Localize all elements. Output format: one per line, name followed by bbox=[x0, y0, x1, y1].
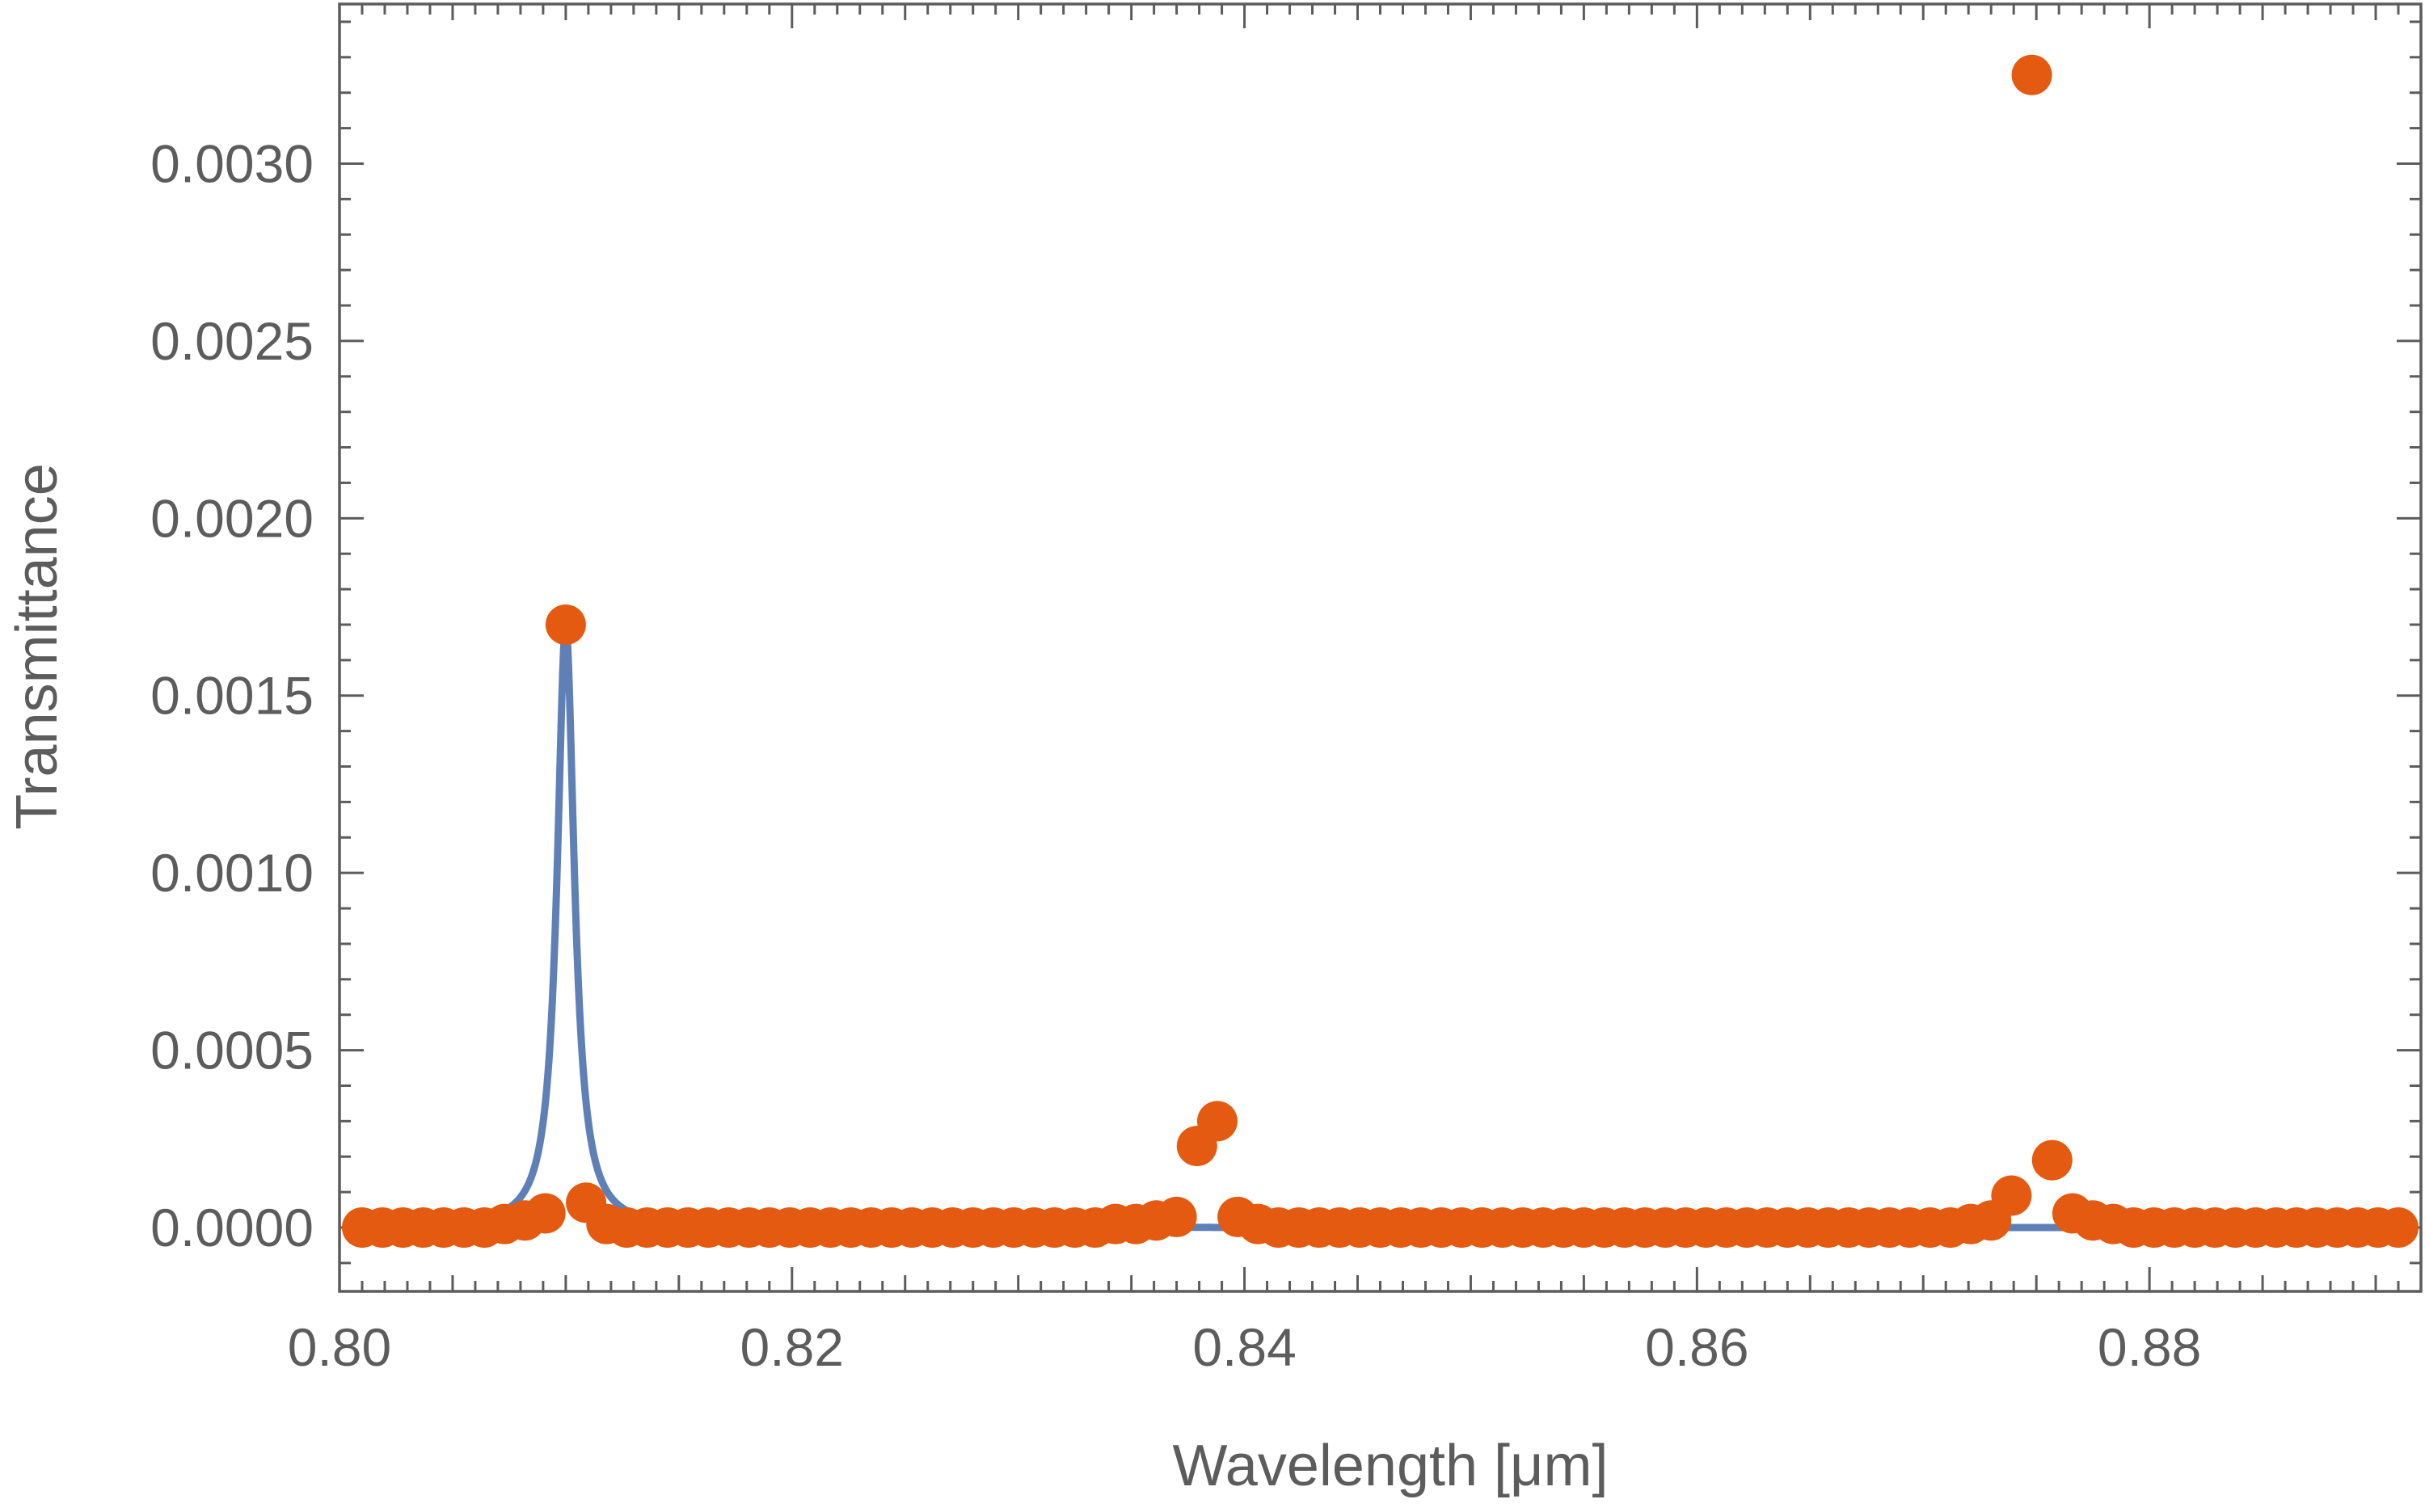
y-tick-label: 0.0030 bbox=[150, 133, 314, 193]
y-tick-label: 0.0020 bbox=[150, 488, 314, 548]
x-tick-label: 0.84 bbox=[1192, 1317, 1296, 1377]
y-tick-label: 0.0000 bbox=[150, 1198, 314, 1257]
axis-tick-labels: 0.80 0.82 0.84 0.86 0.88 0.0000 0.0005 0.0010 0.… bbox=[150, 133, 2201, 1377]
transmittance-curve bbox=[350, 620, 2410, 1232]
y-tick-label: 0.0010 bbox=[150, 843, 314, 903]
plot-frame bbox=[338, 2, 2423, 1293]
data-point bbox=[2011, 54, 2052, 95]
y-tick-label: 0.0015 bbox=[150, 666, 314, 726]
data-point bbox=[1991, 1175, 2032, 1216]
y-tick-label: 0.0005 bbox=[150, 1021, 314, 1080]
data-point bbox=[1156, 1196, 1197, 1237]
x-tick-label: 0.80 bbox=[288, 1317, 391, 1377]
x-tick-label: 0.82 bbox=[740, 1317, 844, 1377]
data-point bbox=[525, 1193, 566, 1234]
y-tick-label: 0.0025 bbox=[150, 311, 314, 371]
data-point bbox=[1196, 1101, 1238, 1142]
x-tick-label: 0.88 bbox=[2098, 1317, 2201, 1377]
x-tick-label: 0.86 bbox=[1645, 1317, 1748, 1377]
y-axis-title: Transmittance bbox=[5, 463, 70, 829]
data-point bbox=[2378, 1207, 2419, 1249]
data-point bbox=[545, 604, 586, 645]
x-axis-title: Wavelength [μm] bbox=[1172, 1434, 1608, 1498]
axis-ticks bbox=[338, 4, 2423, 1291]
transmittance-points bbox=[341, 54, 2419, 1249]
data-point bbox=[2031, 1139, 2073, 1181]
